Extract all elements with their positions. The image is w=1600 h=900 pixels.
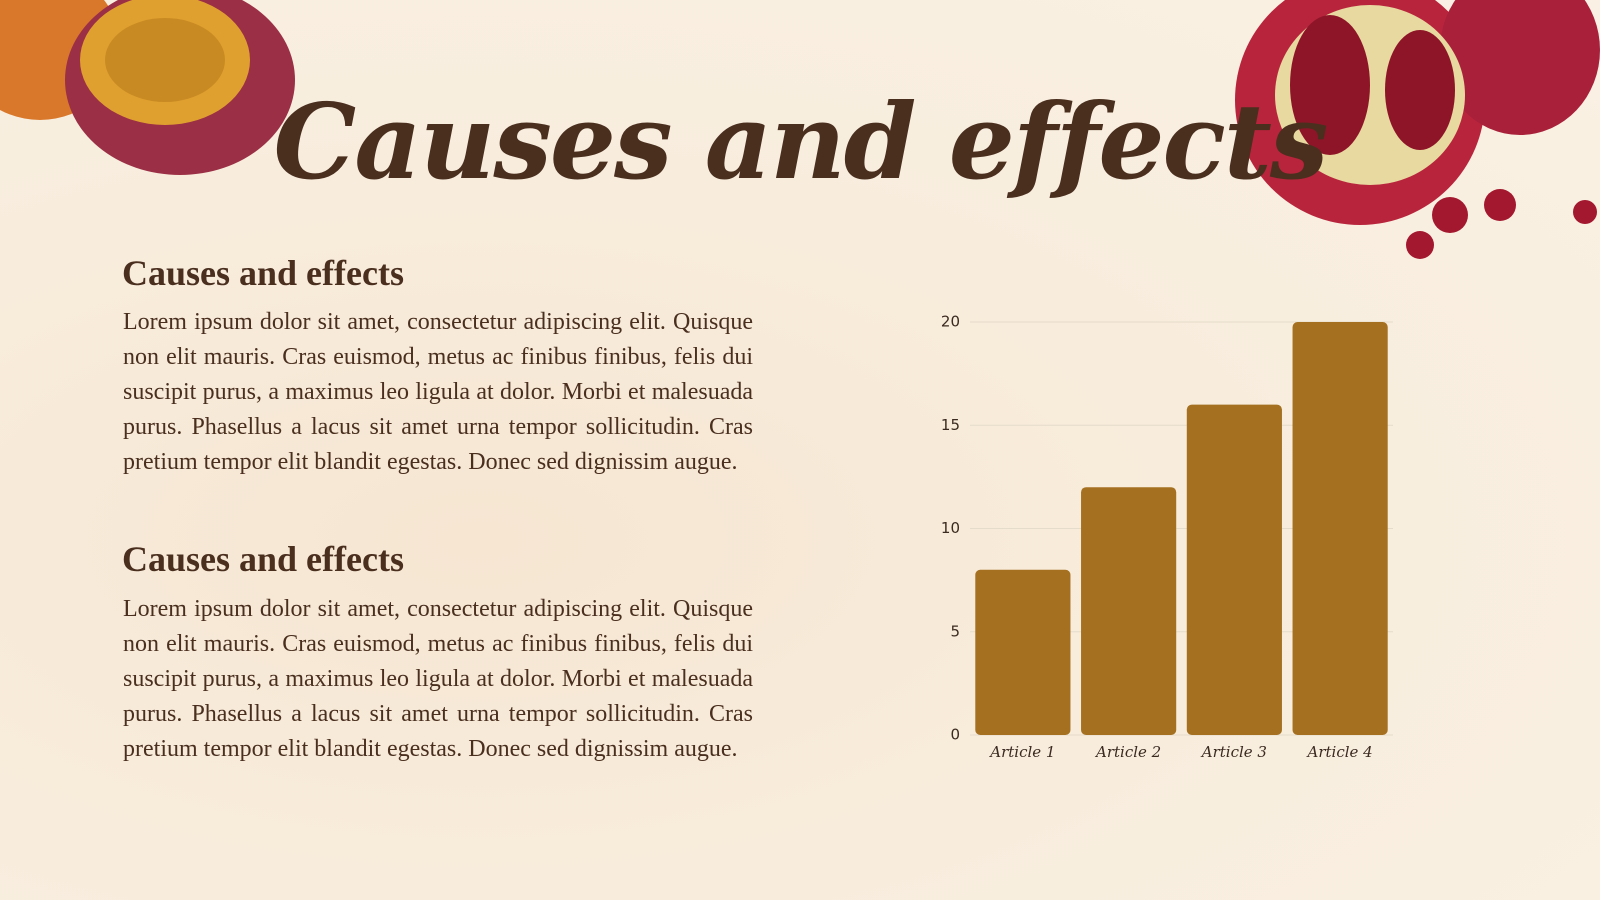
- y-tick-label: 15: [941, 416, 960, 434]
- bar: [975, 569, 1071, 735]
- y-tick-label: 0: [950, 726, 960, 744]
- section-body: Lorem ipsum dolor sit amet, consectetur …: [123, 596, 753, 762]
- passion-fruit: [0, 0, 295, 175]
- x-tick-label: Article 2: [1094, 743, 1161, 761]
- x-tick-label: Article 3: [1200, 743, 1267, 761]
- pomegranate: [1235, 0, 1600, 259]
- slide-title: Causes and effects: [273, 80, 1329, 203]
- bar: [1292, 322, 1388, 735]
- x-tick-label: Article 4: [1306, 743, 1373, 761]
- section-heading: Causes and effects: [122, 539, 404, 579]
- y-tick-label: 5: [950, 622, 960, 640]
- bar: [1186, 404, 1282, 735]
- x-tick-label: Article 1: [988, 743, 1055, 761]
- y-tick-label: 10: [941, 519, 960, 537]
- section-heading: Causes and effects: [122, 253, 404, 293]
- y-tick-label: 20: [941, 313, 960, 331]
- section-body: Lorem ipsum dolor sit amet, consectetur …: [123, 309, 753, 475]
- bar: [1081, 487, 1177, 735]
